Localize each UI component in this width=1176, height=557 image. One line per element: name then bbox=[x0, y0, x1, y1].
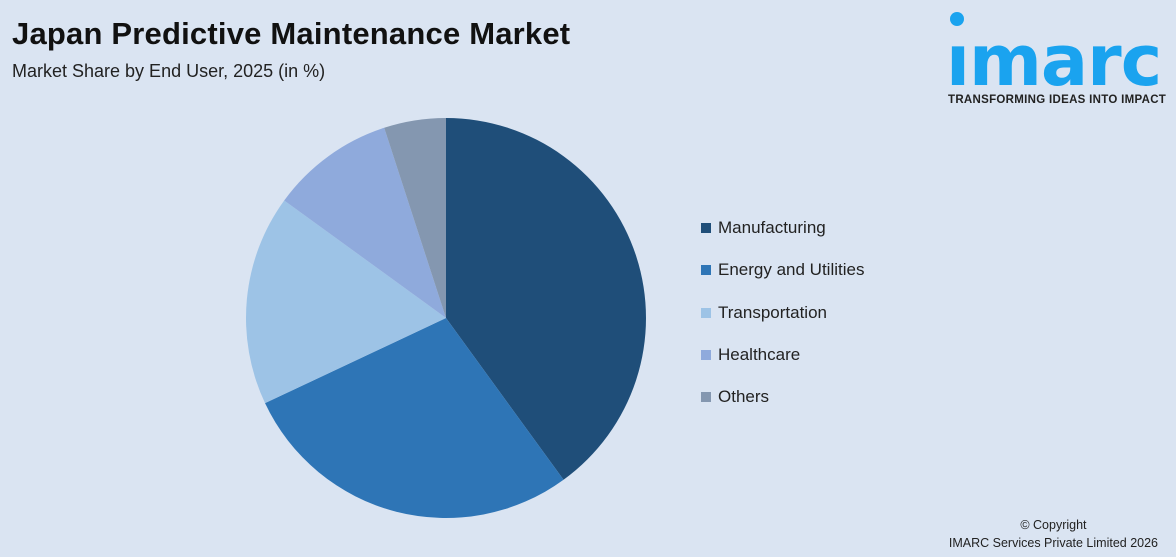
pie-chart bbox=[246, 118, 646, 518]
legend-swatch bbox=[701, 349, 711, 360]
legend-label: Others bbox=[718, 387, 770, 407]
logo-tagline: TRANSFORMING IDEAS INTO IMPACT bbox=[948, 94, 1167, 106]
legend-swatch bbox=[701, 392, 711, 403]
legend-swatch bbox=[701, 265, 711, 276]
legend-label: Healthcare bbox=[718, 344, 801, 364]
company-line: IMARC Services Private Limited 2026 bbox=[948, 536, 1158, 550]
legend-swatch bbox=[701, 307, 711, 318]
imarc-logo: ımarc TRANSFORMING IDEAS INTO IMPACT bbox=[946, 12, 1171, 108]
legend-label: Transportation bbox=[718, 302, 827, 322]
pie-slice-transportation bbox=[246, 200, 446, 404]
chart-title: Japan Predictive Maintenance Market bbox=[12, 16, 571, 51]
logo-wordmark: ımarc bbox=[946, 20, 1162, 102]
legend-item-transportation: Transportation bbox=[701, 303, 864, 323]
legend-item-healthcare: Healthcare bbox=[701, 345, 864, 365]
legend-item-others: Others bbox=[701, 387, 864, 407]
pie-slice-manufacturing bbox=[446, 118, 646, 480]
copyright-notice: © Copyright IMARC Services Private Limit… bbox=[949, 516, 1158, 552]
legend-label: Energy and Utilities bbox=[718, 260, 865, 280]
pie-slice-healthcare bbox=[284, 127, 446, 318]
pie-slice-others bbox=[384, 118, 446, 318]
legend-item-energy-and-utilities: Energy and Utilities bbox=[701, 260, 864, 280]
legend-item-manufacturing: Manufacturing bbox=[701, 218, 864, 238]
logo-dot-icon bbox=[950, 12, 964, 26]
chart-legend: Manufacturing Energy and Utilities Trans… bbox=[701, 218, 864, 429]
copyright-line: © Copyright bbox=[1020, 518, 1087, 532]
legend-swatch bbox=[701, 223, 711, 233]
pie-slice-energy-and-utilities bbox=[265, 318, 564, 518]
chart-subtitle: Market Share by End User, 2025 (in %) bbox=[12, 61, 326, 81]
legend-label: Manufacturing bbox=[718, 218, 826, 237]
